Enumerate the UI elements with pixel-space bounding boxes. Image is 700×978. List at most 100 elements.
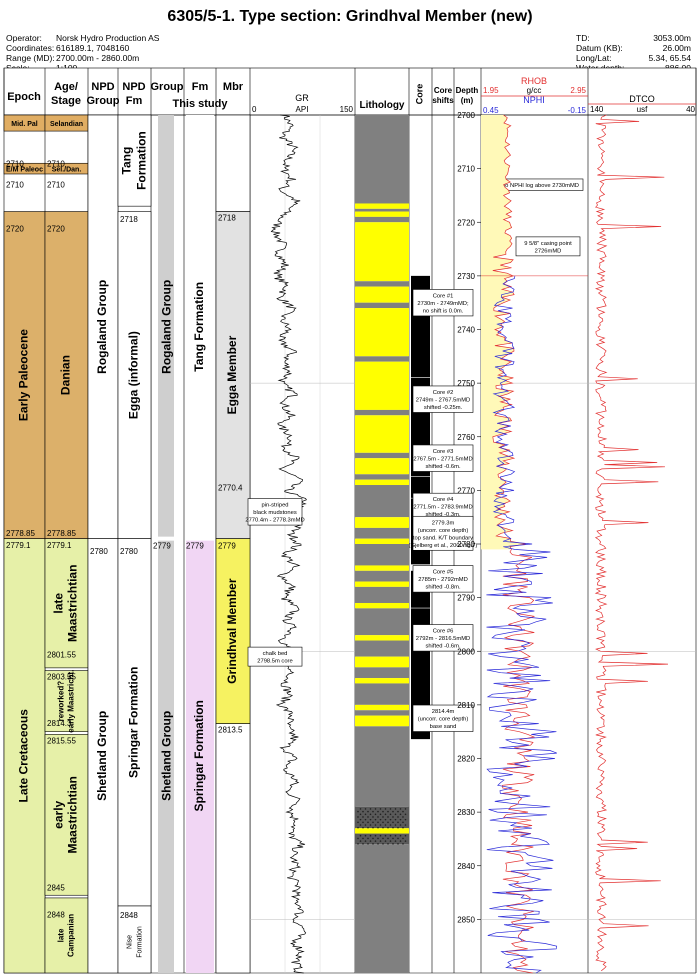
lithology-sand — [355, 458, 409, 475]
depth-tick-label: 2830 — [457, 808, 475, 817]
marl-dot — [364, 840, 367, 842]
marl-dot — [372, 821, 374, 824]
core-annotation-line: shifted -0.25m. — [424, 405, 463, 411]
depth-tick-label: 2760 — [457, 433, 475, 442]
marl-dot — [372, 837, 374, 840]
lithology-sand — [355, 678, 409, 684]
marl-dot — [397, 810, 399, 813]
core-annotation-line: (Gjelberg et al., 2000 fig.7) — [409, 543, 478, 549]
fm-header: Fm — [192, 81, 209, 93]
member-depth-label: 2779 — [218, 542, 236, 551]
lithology-shale — [355, 281, 409, 287]
depth-tick-label: 2770 — [457, 486, 475, 495]
marl-dot — [394, 824, 397, 826]
depth-tick-label: 2740 — [457, 326, 475, 335]
core-annotation-line: Core #4 — [433, 497, 454, 503]
group-header: Group — [151, 81, 184, 93]
marl-dot — [397, 816, 399, 818]
lithology-sand — [355, 538, 409, 544]
lithology-sand — [355, 602, 409, 609]
lithology-shale — [355, 452, 409, 459]
lithology-shale — [355, 844, 409, 973]
core-annotation-line: (uncorr. core depth) — [418, 528, 469, 534]
marl-dot — [404, 840, 407, 842]
marl-dot — [359, 813, 362, 816]
marl-dot — [384, 824, 387, 826]
marl-dot — [362, 837, 364, 840]
stage-label: Campanian — [67, 914, 76, 957]
member-depth-label: 2718 — [218, 214, 236, 223]
gr-annotation-box — [247, 646, 303, 667]
stage-depth-label: 2778.85 — [47, 529, 76, 538]
gr-header: GR — [295, 93, 309, 103]
lithology-sand — [355, 308, 409, 357]
marl-dot — [394, 834, 397, 837]
marl-dot — [362, 826, 364, 829]
gr-annotation-box — [247, 498, 303, 526]
mbr-header: Mbr — [223, 81, 244, 93]
td-label: TD: — [576, 33, 590, 43]
marl-dot — [367, 810, 369, 813]
core-annotation-line: no shift is 0.0m. — [423, 308, 464, 314]
core-annotation-line: 2771.5m - 2783.9mMD — [413, 505, 472, 511]
stage-label: Maastrichtian — [66, 565, 80, 642]
marl-dot — [359, 840, 362, 842]
stage-label: late — [57, 928, 66, 942]
nphi-scale-max: -0.15 — [568, 106, 587, 115]
npd-fm-tang-formation — [117, 114, 152, 207]
gr-annotation-line: 2770.4m - 2778.3mMD — [245, 518, 304, 524]
lithology-shale — [355, 216, 409, 223]
gr-curve — [270, 114, 307, 974]
td-value: 3053.00m — [653, 33, 691, 43]
rhob-unit: g/cc — [527, 86, 542, 95]
rhob-scale-max: 2.95 — [570, 86, 586, 95]
core-annotation-line: (uncorr. core depth) — [418, 717, 469, 723]
lithology-shale — [355, 683, 409, 705]
study-fm-tang-formation — [186, 115, 214, 537]
core-annotation-line: 2730m - 2749mMD; — [417, 301, 469, 307]
npd-fm-label: Tang — [120, 147, 134, 175]
marl-dot — [397, 826, 399, 829]
lithology-shale — [355, 640, 409, 657]
lithology-shale — [355, 356, 409, 362]
study-group-label: Shetland Group — [160, 711, 174, 801]
lithology-shale — [355, 726, 409, 807]
stage-depth-label: 2815.55 — [47, 737, 76, 746]
gr-annotation-line: pin-striped — [261, 503, 288, 509]
lithology-shale — [355, 302, 409, 309]
range-value: 2700.00m - 2860.00m — [56, 53, 140, 63]
lithology-shale — [355, 586, 409, 603]
depth-unit: (m) — [461, 96, 474, 105]
stage-danian — [44, 211, 89, 539]
stage-reworked-early-maastricht — [44, 670, 89, 732]
npd-fm-label: Springar Formation — [127, 667, 141, 778]
lithology-sand — [355, 222, 409, 282]
study-group-label: Rogaland Group — [160, 280, 174, 374]
rhob-scale-min: 1.95 — [483, 86, 499, 95]
marl-dot — [402, 842, 404, 845]
marl-dot — [404, 813, 407, 816]
marl-dot — [372, 816, 374, 818]
core-shifts-header: Core — [434, 86, 453, 95]
marl-dot — [374, 813, 377, 816]
marl-dot — [369, 834, 372, 837]
longlat-value: 5.34, 65.54 — [648, 53, 691, 63]
marl-dot — [389, 808, 392, 810]
core-annotation-line: shifted -0.6m. — [425, 644, 461, 650]
marl-dot — [364, 813, 367, 816]
marl-dot — [387, 837, 389, 840]
core-annotation-line: shifted -0.3m. — [425, 512, 461, 518]
lithology-sand — [355, 656, 409, 668]
dtco-unit: usf — [637, 105, 648, 114]
marl-dot — [377, 837, 379, 840]
marl-dot — [402, 816, 404, 818]
depth-tick-label: 2850 — [457, 915, 475, 924]
study-depth-label: 2779 — [186, 542, 204, 551]
core-annotation-box — [412, 515, 474, 551]
npd-fm-egga-informal — [117, 211, 152, 539]
core-annotation-line: Core #5 — [433, 570, 454, 576]
gr-annotation-line: 2798.5m core — [257, 659, 292, 665]
marl-dot — [389, 818, 392, 821]
stage-depth-label: 2814.3 — [47, 719, 72, 728]
